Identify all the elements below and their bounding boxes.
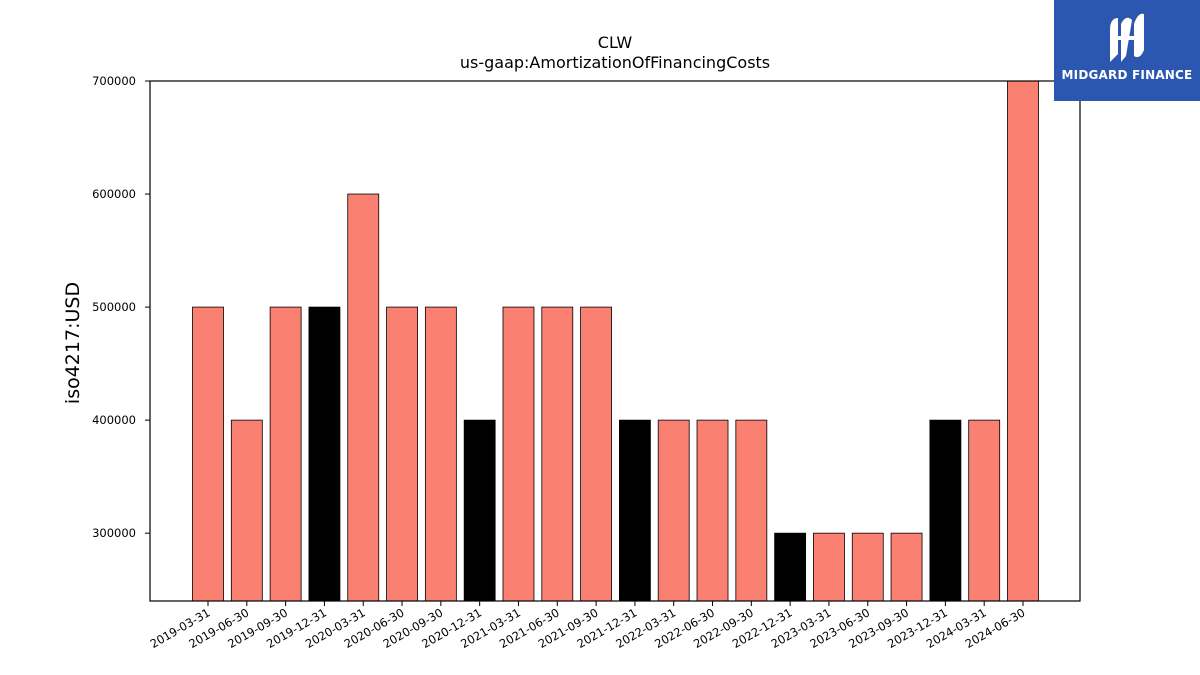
bar-2022-06-30 [696,419,729,602]
bar-2019-06-30 [230,419,263,602]
bar-2023-09-30 [890,532,923,602]
bar-2024-03-31 [968,419,1001,602]
bar-2022-12-31 [774,532,807,602]
bar-2023-03-31 [813,532,845,602]
x-axis-ticks: 2019-03-312019-06-302019-09-302019-12-31… [148,601,1028,651]
logo-text: MIDGARD FINANCE [1061,68,1193,82]
chart-title: CLW [598,33,633,52]
chart-subtitle: us-gaap:AmortizationOfFinancingCosts [460,53,770,72]
y-axis-ticks: 300000 400000 500000 600000 700000 [92,74,150,540]
bar-2019-03-31 [192,306,224,602]
bar-2019-09-30 [269,306,302,602]
y-tick-label: 600000 [92,187,136,201]
bar-2021-12-31 [619,419,651,602]
bars-group [192,80,1039,602]
y-tick-label: 500000 [92,300,136,314]
bar-2019-12-31 [308,306,341,602]
bar-2020-03-31 [347,193,380,602]
bar-2024-06-30 [1007,80,1039,602]
midgard-logo-icon [1110,13,1144,62]
bar-2023-12-31 [929,419,962,602]
bar-2021-06-30 [541,306,574,602]
bar-2020-09-30 [424,306,457,602]
y-tick-label: 300000 [92,526,136,540]
bar-2022-09-30 [735,419,768,602]
y-tick-label: 700000 [92,74,136,88]
bar-2021-03-31 [502,306,535,602]
plot-frame [149,80,1081,602]
bar-2020-06-30 [386,306,418,602]
y-tick-label: 400000 [92,413,136,427]
bar-2023-06-30 [851,532,884,602]
midgard-finance-logo: MIDGARD FINANCE [1054,0,1200,101]
bar-2020-12-31 [463,419,496,602]
bar-2022-03-31 [657,419,690,602]
bar-2021-09-30 [580,306,612,602]
y-axis-label: iso4217:USD [62,282,84,404]
